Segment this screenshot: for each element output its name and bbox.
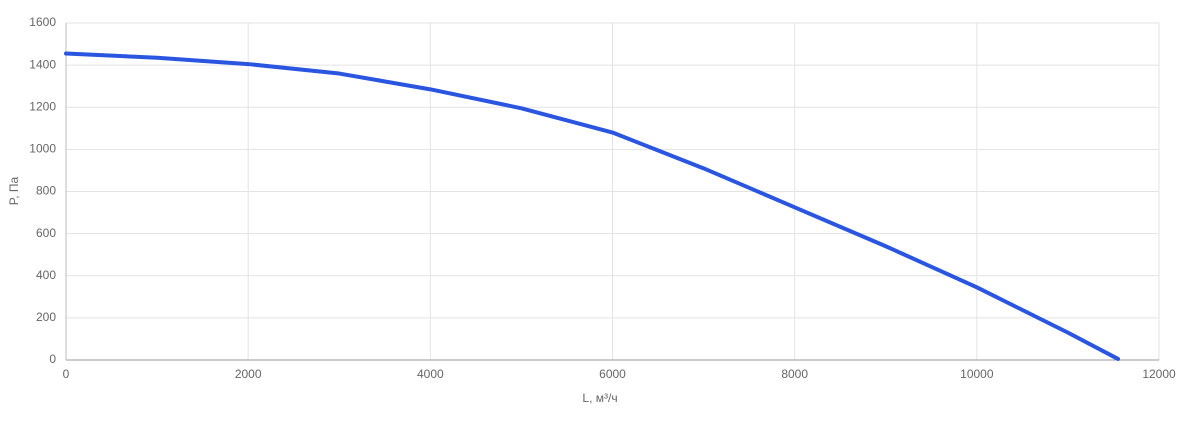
x-tick-label: 6000: [599, 367, 626, 381]
x-tick-label: 10000: [960, 367, 994, 381]
x-tick-label: 8000: [781, 367, 808, 381]
data-line: [64, 51, 1121, 361]
y-tick-label: 200: [36, 310, 56, 324]
y-tick-label: 400: [36, 268, 56, 282]
y-tick-label: 800: [36, 184, 56, 198]
x-tick-label: 4000: [417, 367, 444, 381]
y-tick-label: 1600: [29, 15, 56, 29]
x-axis-label: L, м³/ч: [582, 391, 617, 405]
x-tick-label: 2000: [235, 367, 262, 381]
y-tick-label: 0: [49, 352, 56, 366]
x-tick-label: 0: [63, 367, 70, 381]
y-tick-label: 600: [36, 226, 56, 240]
y-axis-label: P, Па: [7, 176, 21, 205]
y-tick-label: 1400: [29, 57, 56, 71]
x-tick-label: 12000: [1142, 367, 1176, 381]
y-tick-label: 1000: [29, 142, 56, 156]
y-tick-label: 1200: [29, 99, 56, 113]
